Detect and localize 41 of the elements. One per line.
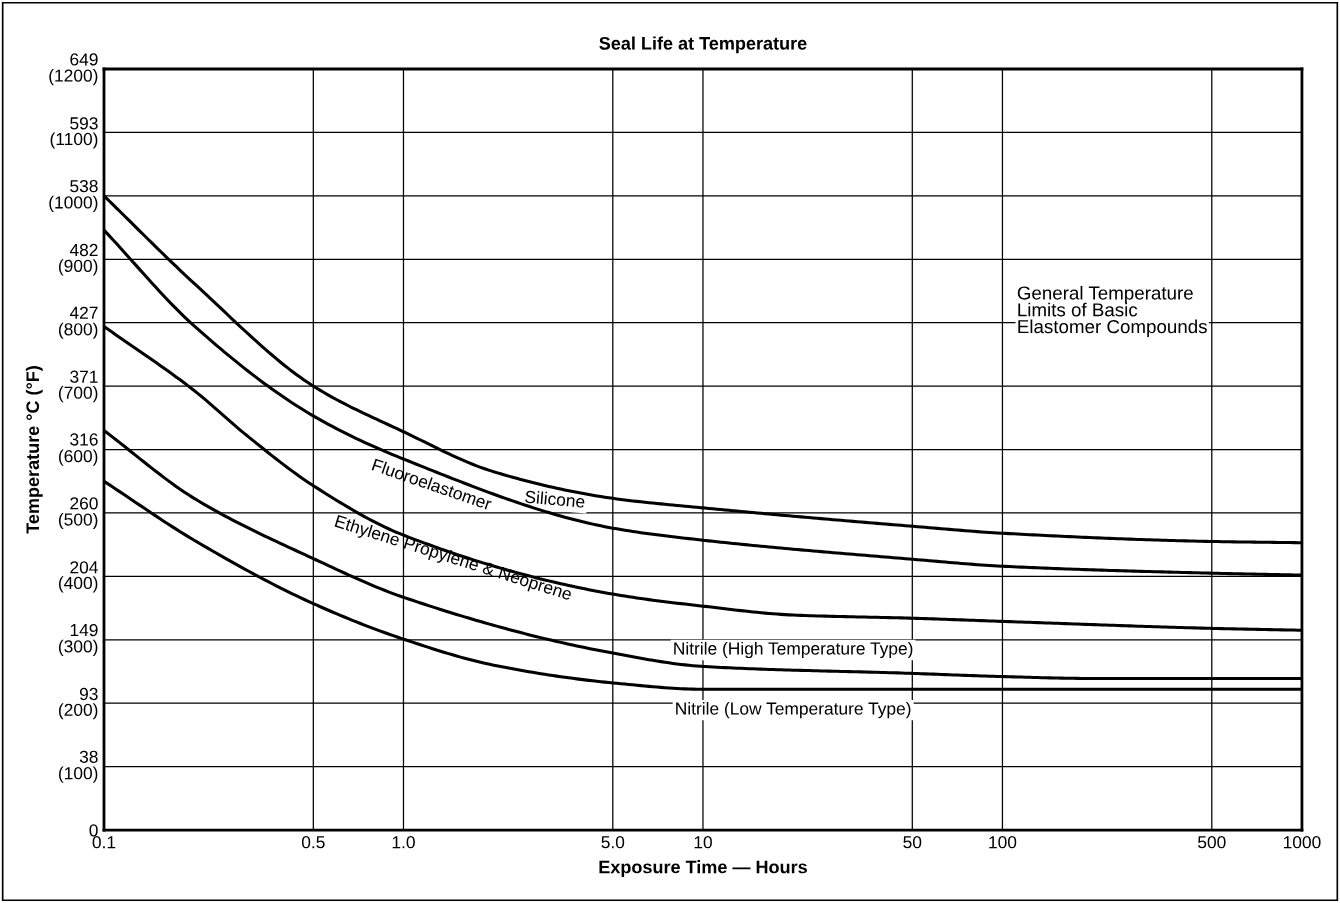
y-tick-label: (1000) <box>49 195 98 213</box>
series-label: Silicone <box>524 490 585 508</box>
y2-tick-label: 538 <box>70 179 98 193</box>
series-label: Nitrile (Low Temperature Type) <box>676 701 911 719</box>
y2-tick-label: 649 <box>70 53 98 66</box>
chart-title: Seal Life at Temperature <box>599 36 807 54</box>
y2-tick-label: 260 <box>70 497 98 510</box>
y2-tick-label: 149 <box>70 623 98 637</box>
y-tick-label: (200) <box>58 703 98 720</box>
y-axis-title: Temperature °C (°F) <box>25 366 43 534</box>
y-tick-label: (1200) <box>49 68 98 86</box>
y-tick-label: (100) <box>58 766 98 783</box>
series-label: Nitrile (High Temperature Type) <box>674 641 913 659</box>
annotation: General Temperature Limits of Basic Elastomer Compounds <box>1017 285 1207 337</box>
y2-tick-label: 427 <box>69 306 98 319</box>
y2-tick-label: 204 <box>70 561 98 574</box>
x-tick-label: 5.0 <box>601 836 625 849</box>
y-tick-label: (400) <box>58 576 98 593</box>
y-tick-label: 0 <box>89 824 98 837</box>
x-tick-label: 50 <box>903 836 922 849</box>
x-tick-label: 1000 <box>1283 836 1321 849</box>
x-axis-title: Exposure Time — Hours <box>599 860 807 877</box>
y-tick-label: (700) <box>58 386 98 403</box>
x-tick-label: 0.1 <box>92 836 116 849</box>
x-tick-label: 0.5 <box>301 836 325 849</box>
y-tick-label: (1100) <box>50 132 98 149</box>
y2-tick-label: 316 <box>70 433 98 446</box>
y2-tick-label: 371 <box>70 370 98 383</box>
x-tick-label: 10 <box>694 836 712 849</box>
y2-tick-label: 593 <box>70 117 98 130</box>
x-tick-label: 1.0 <box>392 836 415 849</box>
y2-tick-label: 93 <box>79 687 98 701</box>
y-tick-label: (900) <box>58 259 98 276</box>
x-tick-label: 100 <box>989 836 1017 849</box>
y2-tick-label: 38 <box>79 750 98 763</box>
x-tick-label: 500 <box>1198 836 1226 849</box>
y2-tick-label: 482 <box>69 243 98 257</box>
y-tick-label: (500) <box>58 512 98 530</box>
y-tick-label: (800) <box>58 322 98 339</box>
y-tick-label: (600) <box>58 449 98 466</box>
y-tick-label: (300) <box>58 639 98 656</box>
